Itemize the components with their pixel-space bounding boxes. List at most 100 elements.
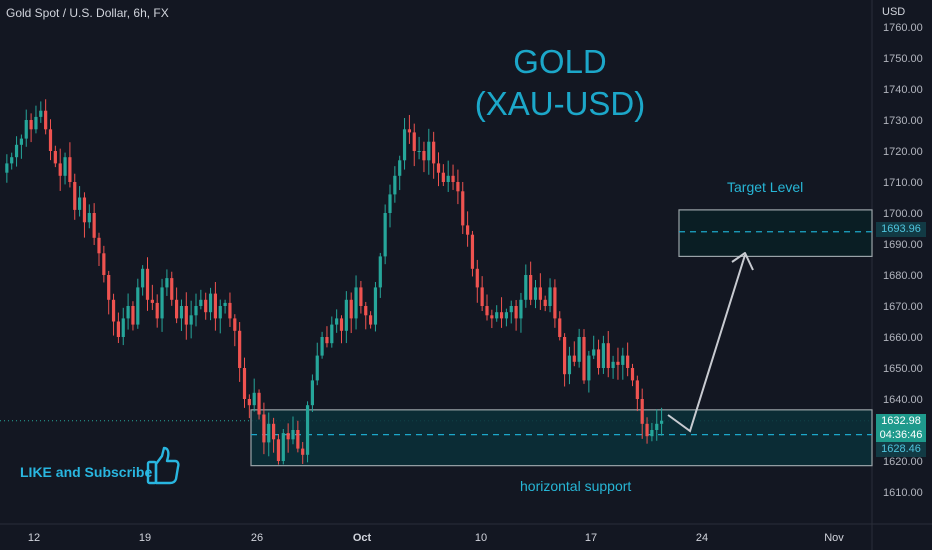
candle-body: [286, 433, 290, 440]
candle-body: [189, 315, 193, 325]
candle-body: [446, 175, 450, 182]
candle-body: [592, 349, 596, 356]
candle-body: [155, 302, 159, 319]
target-price-tag: 1693.96: [876, 222, 926, 237]
candle-body: [325, 337, 329, 344]
candle-body: [136, 287, 140, 325]
current-price-tag: 1632.98: [876, 414, 926, 429]
candle-body: [344, 299, 348, 331]
candle-body: [267, 423, 271, 443]
candle-body: [5, 163, 9, 173]
candle-body: [529, 275, 533, 300]
y-tick-label: 1710.00: [883, 177, 923, 189]
candle-body: [553, 287, 557, 319]
symbol-label[interactable]: Gold Spot / U.S. Dollar, 6h, FX: [6, 6, 169, 20]
candle-body: [359, 287, 363, 306]
candle-body: [616, 361, 620, 365]
candle-body: [398, 160, 402, 176]
projection-path: [667, 254, 746, 433]
x-tick-label: 19: [139, 532, 151, 544]
candle-body: [73, 182, 77, 210]
candle-body: [572, 355, 576, 362]
candle-body: [441, 172, 445, 182]
target-level-label: Target Level: [727, 179, 804, 195]
x-tick-label: 17: [585, 532, 597, 544]
candle-body: [150, 299, 154, 303]
candle-body: [199, 299, 203, 306]
candle-body: [650, 430, 654, 437]
candle-body: [364, 306, 368, 316]
candle-body: [262, 414, 266, 443]
x-tick-label: 24: [696, 532, 708, 544]
y-tick-label: 1680.00: [883, 270, 923, 282]
candle-body: [635, 380, 639, 399]
candle-body: [14, 144, 19, 158]
candle-body: [48, 129, 53, 151]
candle-body: [247, 399, 251, 406]
candle-body: [63, 157, 67, 176]
candle-body: [514, 306, 518, 319]
candle-body: [82, 197, 87, 223]
candle-body: [587, 355, 591, 381]
candle-body: [184, 306, 188, 325]
y-tick-label: 1610.00: [883, 487, 923, 499]
candle-body: [24, 120, 28, 139]
currency-label: USD: [882, 6, 906, 18]
candle-body: [499, 312, 504, 319]
candle-body: [281, 433, 285, 461]
candle-body: [626, 355, 630, 368]
candle-body: [204, 299, 208, 313]
candle-body: [417, 151, 421, 152]
candle-body: [34, 116, 38, 130]
candle-body: [490, 315, 494, 319]
candle-body: [44, 110, 48, 130]
support-label: horizontal support: [520, 478, 632, 494]
candle-body: [461, 191, 465, 226]
candle-body: [402, 129, 407, 161]
candle-body: [78, 197, 82, 210]
y-tick-label: 1700.00: [883, 208, 923, 220]
candle-body: [596, 349, 601, 368]
candle-body: [10, 157, 14, 164]
candle-body: [335, 318, 339, 325]
y-tick-label: 1760.00: [883, 22, 923, 34]
candle-body: [116, 321, 120, 337]
candle-body: [330, 324, 334, 344]
candle-body: [310, 380, 314, 406]
candle-body: [393, 175, 397, 195]
x-tick-label: Nov: [824, 532, 844, 544]
candle-body: [621, 355, 625, 365]
y-tick-label: 1690.00: [883, 239, 923, 251]
candle-body: [97, 237, 101, 254]
candle-body: [141, 268, 145, 288]
candle-body: [422, 151, 426, 161]
support-zone-box: [250, 409, 873, 467]
candle-body: [558, 318, 562, 337]
x-tick-label: 12: [28, 532, 40, 544]
candle-body: [252, 392, 256, 406]
target-level-box: [678, 209, 873, 257]
candle-body: [53, 151, 57, 164]
candle-body: [301, 448, 305, 455]
candle-body: [257, 392, 261, 415]
candle-body: [475, 268, 479, 288]
candle-body: [320, 337, 324, 356]
candle-body: [548, 287, 552, 306]
title-line-1: GOLD: [513, 43, 607, 80]
candle-body: [107, 275, 111, 300]
candle-body: [218, 306, 222, 319]
candle-body: [228, 302, 232, 319]
candle-body: [538, 287, 542, 300]
y-tick-label: 1640.00: [883, 394, 923, 406]
candle-body: [208, 293, 213, 313]
title-line-2: (XAU-USD): [474, 85, 646, 122]
candle-body: [339, 318, 344, 331]
candle-body: [349, 299, 353, 319]
candle-body: [233, 318, 237, 331]
candle-body: [601, 343, 605, 368]
candle-body: [121, 318, 125, 337]
candle-body: [577, 337, 581, 362]
candle-body: [102, 253, 106, 275]
